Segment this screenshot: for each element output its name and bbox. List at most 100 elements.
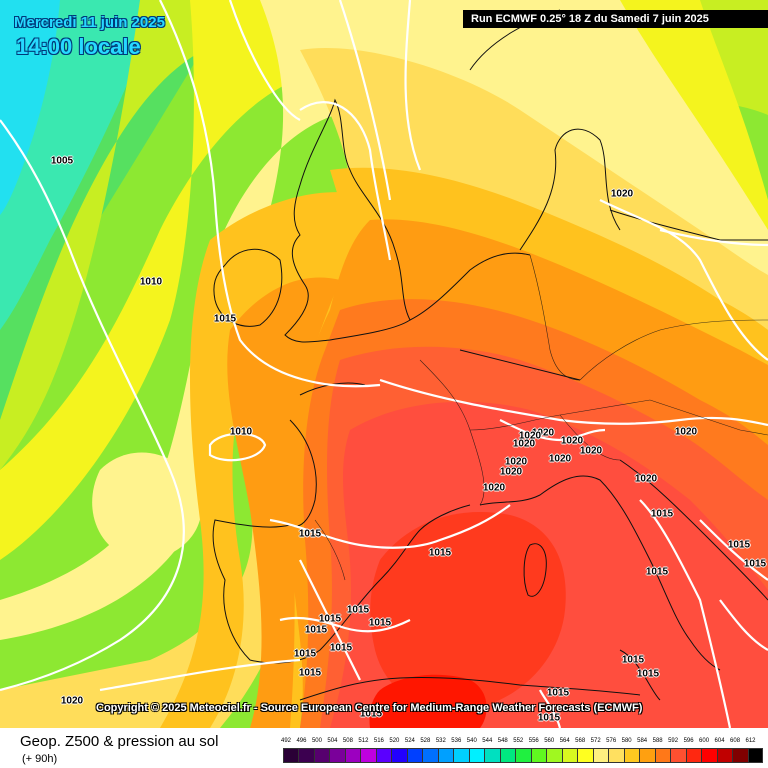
scale-swatch: [453, 748, 469, 763]
scale-swatch: [654, 748, 671, 763]
isobar-label: 1015: [727, 539, 751, 551]
scale-tick-label: 532: [435, 738, 446, 744]
isobar-label: 1015: [329, 642, 353, 654]
scale-swatch: [484, 748, 500, 763]
scale-frame: [283, 748, 763, 763]
scale-tick-label: 508: [342, 738, 353, 744]
isobar-label: 1015: [428, 547, 452, 559]
isobar-label: 1015: [293, 648, 317, 660]
scale-tick-label: 548: [497, 738, 508, 744]
scale-tick-label: 500: [311, 738, 322, 744]
scale-tick-label: 568: [575, 738, 586, 744]
isobar-label: 1020: [531, 427, 555, 439]
isobar-label: 1020: [499, 466, 523, 478]
isobar-label: 1020: [512, 438, 536, 450]
scale-tick-label: 600: [699, 738, 710, 744]
scale-swatch: [422, 748, 438, 763]
scale-tick-label: 556: [528, 738, 539, 744]
scale-swatch: [747, 748, 763, 763]
isobar-label: 1015: [621, 654, 645, 666]
isobar-label: 1015: [359, 708, 383, 720]
scale-tick-label: 604: [714, 738, 725, 744]
isobar-label: 1015: [368, 617, 392, 629]
scale-tick-label: 564: [559, 738, 570, 744]
scale-swatch: [437, 748, 454, 763]
isobar-label: 1015: [318, 613, 342, 625]
scale-swatch: [313, 748, 330, 763]
scale-swatch: [329, 748, 345, 763]
scale-swatch: [639, 748, 655, 763]
scale-swatch: [577, 748, 593, 763]
isobar-label: 1020: [634, 473, 658, 485]
scale-swatch: [732, 748, 748, 763]
isobar-label: 1015: [636, 668, 660, 680]
scale-tick-label: 496: [296, 738, 307, 744]
isobar-label: 1020: [60, 695, 84, 707]
scale-tick-label: 492: [280, 738, 292, 744]
scale-tick-label: 584: [637, 738, 648, 744]
scale-tick-label: 544: [482, 738, 493, 744]
isobar-label: 1020: [560, 435, 584, 447]
scale-swatch: [515, 748, 531, 763]
scale-tick-label: 536: [451, 738, 462, 744]
forecast-time: 14:00 locale: [16, 34, 141, 59]
isobar-label: 1020: [518, 430, 542, 442]
forecast-horizon: (+ 90h): [22, 753, 58, 765]
isobar-label: 1015: [346, 604, 370, 616]
isobar-label: 1020: [504, 456, 528, 468]
geopotential-field: [0, 0, 768, 728]
forecast-date: Mercredi 11 juin 2025: [14, 14, 165, 31]
scale-swatch: [530, 748, 547, 763]
scale-tick-label: 612: [745, 738, 756, 744]
isobar-label: 1020: [674, 426, 698, 438]
isobar-label: 1015: [537, 712, 561, 724]
isobar-label: 1015: [743, 558, 767, 570]
scale-swatch: [375, 748, 392, 763]
isobar-label: 1020: [482, 482, 506, 494]
isobar-label: 1020: [579, 445, 603, 457]
scale-tick-label: 504: [327, 738, 338, 744]
weather-map: Mercredi 11 juin 2025 14:00 locale Run E…: [0, 0, 768, 728]
isobar-label: 1010: [139, 276, 163, 288]
scale-swatch: [716, 748, 733, 763]
isobar-label: 1020: [548, 453, 572, 465]
scale-tick-label: 572: [590, 738, 601, 744]
isobar-label: 1020: [610, 188, 634, 200]
scale-swatch: [685, 748, 702, 763]
scale-swatch: [608, 748, 624, 763]
scale-tick-label: 580: [621, 738, 632, 744]
scale-tick-label: 588: [652, 738, 663, 744]
scale-tick-label: 512: [358, 738, 369, 744]
scale-swatch: [406, 748, 423, 763]
model-run-label: Run ECMWF 0.25° 18 Z du Samedi 7 juin 20…: [463, 10, 768, 28]
copyright-notice: Copyright © 2025 Meteociel.fr - Source E…: [96, 702, 643, 714]
parameter-title: Geop. Z500 & pression au sol: [20, 733, 219, 750]
scale-tick-label: 560: [544, 738, 555, 744]
scale-swatch: [499, 748, 516, 763]
scale-tick-label: 608: [730, 738, 741, 744]
isobar-label: 1015: [298, 667, 322, 679]
scale-swatch: [561, 748, 578, 763]
scale-swatch: [468, 748, 485, 763]
isobar-label: 1010: [229, 426, 253, 438]
scale-tick-label: 540: [466, 738, 477, 744]
scale-swatch: [623, 748, 640, 763]
isobar-label: 1015: [546, 687, 570, 699]
scale-swatch: [592, 748, 609, 763]
scale-tick-label: 520: [389, 738, 400, 744]
scale-tick-label: 524: [404, 738, 415, 744]
scale-swatch: [360, 748, 376, 763]
scale-tick-label: 528: [420, 738, 431, 744]
isobar-label: 1015: [645, 566, 669, 578]
scale-swatch: [701, 748, 717, 763]
scale-tick-label: 552: [513, 738, 524, 744]
scale-swatch: [391, 748, 407, 763]
isobar-label: 1015: [650, 508, 674, 520]
isobar-label: 1015: [304, 624, 328, 636]
scale-swatch: [670, 748, 686, 763]
scale-swatch: [298, 748, 314, 763]
scale-swatch: [546, 748, 562, 763]
isobar-label: 1015: [298, 528, 322, 540]
scale-tick-label: 596: [683, 738, 694, 744]
scale-swatch: [344, 748, 361, 763]
